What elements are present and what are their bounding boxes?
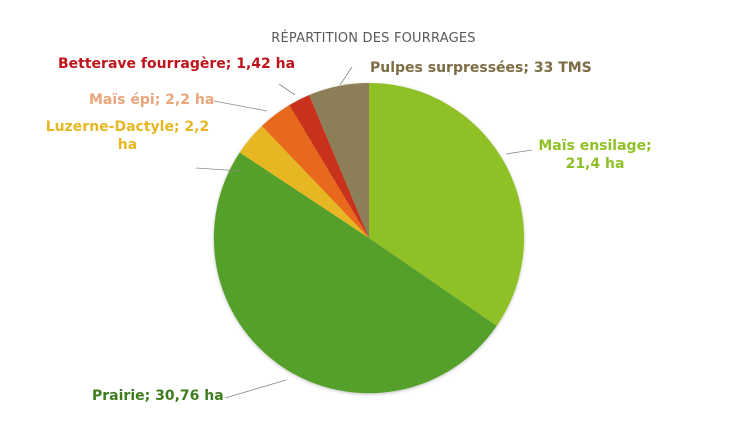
slice-mais-ensilage: [369, 83, 525, 326]
leader-line: [195, 167, 242, 172]
slice-pulpes-surpressees: [309, 83, 369, 238]
slice-prairie: [213, 152, 497, 394]
label-prairie: Prairie; 30,76 ha: [92, 388, 224, 404]
slice-betterave-fourragere: [289, 94, 369, 239]
slice-mais-epi: [261, 105, 369, 238]
label-mais-ensilage-line2: 21,4 ha: [565, 156, 625, 172]
leader-line: [213, 100, 268, 112]
label-betterave-fourragere: Betterave fourragère; 1,42 ha: [58, 56, 296, 72]
label-mais-ensilage: Maïs ensilage; 21,4 ha: [535, 137, 655, 173]
label-mais-ensilage-line1: Maïs ensilage;: [538, 138, 652, 154]
label-luzerne-dactyle: Luzerne-Dactyle; 2,2 ha: [40, 118, 215, 154]
leader-line: [339, 66, 353, 86]
label-luzerne-line2: ha: [117, 137, 138, 153]
label-mais-epi: Maïs épi; 2,2 ha: [89, 92, 215, 108]
chart-title: RÉPARTITION DES FOURRAGES: [271, 31, 476, 46]
label-pulpes-surpressees: Pulpes surpressées; 33 TMS: [370, 60, 592, 76]
slice-luzerne-dactyle: [239, 126, 369, 238]
leader-line: [505, 149, 533, 155]
leader-line: [224, 379, 287, 399]
leader-line: [278, 83, 296, 96]
label-luzerne-line1: Luzerne-Dactyle; 2,2: [45, 119, 210, 135]
